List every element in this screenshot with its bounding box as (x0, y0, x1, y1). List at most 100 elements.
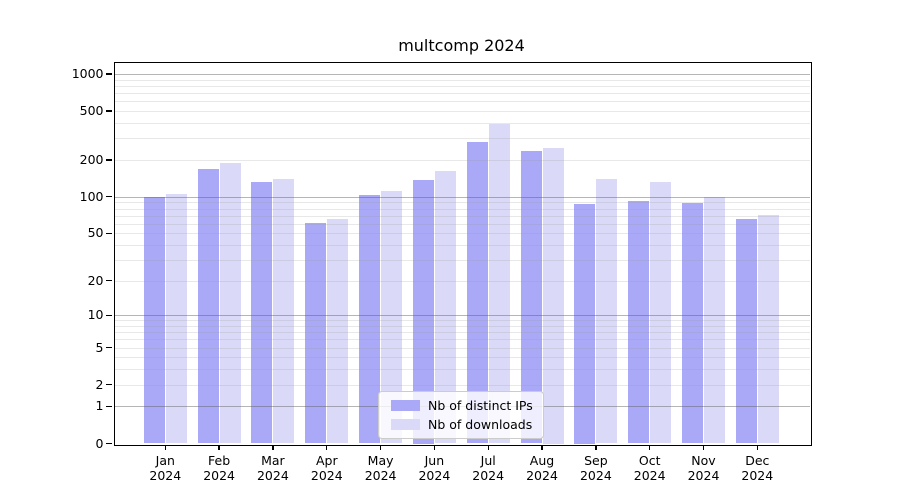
legend-item-downloads: Nb of downloads (391, 417, 533, 432)
y-tick-label-5: 5 (95, 339, 104, 355)
gridline-major-100 (115, 196, 810, 198)
x-tick-label-may: May 2024 (364, 452, 397, 484)
x-tick-mark-aug (541, 445, 543, 450)
gridline-minor-900 (115, 79, 810, 81)
x-tick-mark-jan (164, 445, 166, 450)
gridline-minor-7 (115, 332, 810, 334)
gridline-minor-2 (115, 384, 810, 386)
bar-nb-of-downloads-feb (219, 162, 241, 444)
gridline-major-1000 (115, 74, 810, 75)
gridline-minor-70 (115, 215, 810, 217)
x-tick-label-apr: Apr 2024 (310, 452, 343, 484)
gridline-minor-3 (115, 369, 810, 371)
y-tick-mark-5 (106, 347, 112, 349)
y-tick-mark-10 (106, 314, 112, 316)
gridline-minor-90 (115, 202, 810, 204)
bar-nb-of-distinct-ips-jan (143, 196, 165, 444)
legend: Nb of distinct IPs Nb of downloads (378, 391, 544, 439)
y-tick-label-50: 50 (87, 225, 104, 241)
legend-item-distinct-ips: Nb of distinct IPs (391, 398, 533, 413)
y-tick-mark-50 (106, 232, 112, 234)
bar-nb-of-distinct-ips-may (359, 195, 381, 444)
x-tick-label-oct: Oct 2024 (633, 452, 666, 484)
y-tick-label-200: 200 (79, 151, 104, 167)
x-tick-label-dec: Dec 2024 (741, 452, 774, 484)
y-tick-label-2: 2 (95, 376, 104, 392)
gridline-minor-700 (115, 93, 810, 94)
gridline-minor-60 (115, 223, 810, 225)
bar-nb-of-distinct-ips-apr (305, 222, 327, 444)
x-tick-mark-mar (272, 445, 274, 450)
gridline-minor-20 (115, 280, 810, 282)
gridline-minor-5 (115, 347, 810, 349)
legend-label-downloads: Nb of downloads (428, 417, 533, 432)
bar-nb-of-downloads-nov (704, 196, 725, 444)
bar-nb-of-distinct-ips-aug (520, 151, 542, 444)
gridline-minor-800 (115, 85, 810, 87)
gridline-minor-80 (115, 208, 810, 210)
y-tick-mark-0 (106, 442, 112, 445)
bar-nb-of-distinct-ips-nov (682, 203, 703, 444)
gridline-minor-400 (115, 122, 810, 124)
gridline-minor-9 (115, 320, 810, 322)
x-tick-mark-jul (487, 445, 489, 450)
y-tick-mark-500 (106, 110, 112, 112)
y-tick-label-100: 100 (79, 188, 104, 204)
gridline-minor-200 (115, 159, 810, 161)
bar-nb-of-downloads-mar (273, 178, 295, 444)
y-tick-mark-20 (106, 280, 112, 282)
bar-nb-of-downloads-aug (542, 148, 564, 444)
gridline-minor-8 (115, 326, 810, 327)
bar-nb-of-distinct-ips-sep (574, 204, 596, 444)
chart-title: multcomp 2024 (398, 36, 525, 55)
legend-swatch-distinct-ips (391, 400, 420, 411)
legend-label-distinct-ips: Nb of distinct IPs (428, 398, 533, 413)
x-tick-label-nov: Nov 2024 (687, 452, 720, 484)
x-tick-label-jul: Jul 2024 (472, 452, 505, 484)
x-tick-mark-feb (218, 445, 220, 450)
x-tick-label-sep: Sep 2024 (579, 452, 612, 484)
y-tick-label-20: 20 (87, 272, 104, 288)
gridline-minor-500 (115, 111, 810, 112)
x-tick-label-mar: Mar 2024 (256, 452, 289, 484)
x-tick-label-feb: Feb 2024 (203, 452, 235, 484)
x-tick-label-jun: Jun 2024 (418, 452, 451, 484)
y-tick-label-1000: 1000 (71, 66, 104, 81)
gridline-minor-600 (115, 101, 810, 103)
gridline-minor-40 (115, 244, 810, 246)
bar-nb-of-distinct-ips-mar (251, 182, 273, 444)
bar-nb-of-distinct-ips-jun (412, 180, 434, 444)
bar-nb-of-distinct-ips-oct (628, 201, 650, 444)
bar-nb-of-downloads-jun (434, 171, 456, 444)
y-tick-mark-2 (106, 384, 112, 386)
x-tick-label-jan: Jan 2024 (149, 452, 182, 484)
x-tick-label-aug: Aug 2024 (526, 452, 558, 484)
x-tick-mark-jun (433, 445, 436, 450)
y-tick-mark-100 (106, 196, 112, 198)
y-tick-mark-1000 (106, 73, 112, 75)
y-tick-label-10: 10 (87, 307, 104, 323)
bar-nb-of-distinct-ips-dec (735, 218, 757, 444)
gridline-minor-300 (115, 138, 810, 140)
y-tick-label-1: 1 (95, 398, 104, 414)
bar-nb-of-downloads-sep (596, 179, 618, 444)
bar-nb-of-distinct-ips-jul (466, 141, 488, 444)
gridline-major-10 (115, 315, 810, 317)
bar-nb-of-downloads-may (381, 191, 403, 444)
x-tick-mark-apr (326, 445, 328, 450)
gridline-minor-50 (115, 233, 810, 235)
legend-swatch-downloads (391, 419, 420, 430)
gridline-minor-6 (115, 339, 810, 341)
bar-nb-of-downloads-dec (757, 214, 779, 444)
y-tick-mark-200 (106, 159, 112, 161)
x-tick-mark-sep (595, 445, 597, 450)
bar-nb-of-downloads-oct (650, 182, 672, 444)
bar-nb-of-distinct-ips-feb (197, 169, 219, 444)
bar-nb-of-downloads-jul (488, 124, 510, 444)
bar-nb-of-downloads-jan (165, 194, 187, 444)
x-tick-mark-nov (702, 445, 705, 450)
